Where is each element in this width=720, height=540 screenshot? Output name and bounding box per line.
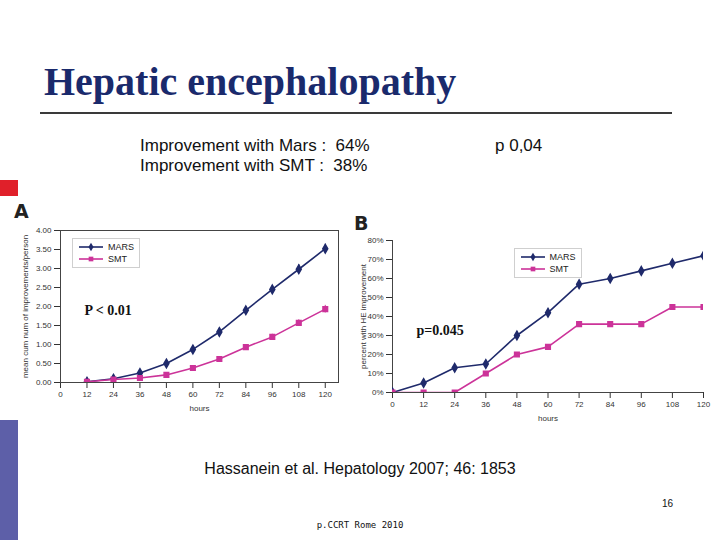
svg-text:48: 48 bbox=[162, 390, 171, 399]
html-text:SMT: SMT bbox=[549, 264, 569, 274]
svg-text:0.00: 0.00 bbox=[36, 378, 52, 387]
svg-text:120: 120 bbox=[319, 390, 333, 399]
svg-text:hours: hours bbox=[538, 414, 558, 423]
svg-text:12: 12 bbox=[83, 390, 92, 399]
svg-text:12: 12 bbox=[419, 400, 428, 409]
svg-text:10%: 10% bbox=[367, 369, 383, 378]
svg-text:60: 60 bbox=[544, 400, 553, 409]
svg-text:0%: 0% bbox=[372, 388, 384, 397]
html-text:Improvement with Mars : 64% Im: Improvement with Mars : 64% Improvement … bbox=[140, 136, 370, 175]
svg-text:2.50: 2.50 bbox=[36, 283, 52, 292]
svg-text:3.00: 3.00 bbox=[36, 264, 52, 273]
svg-text:3.50: 3.50 bbox=[36, 245, 52, 254]
svg-text:108: 108 bbox=[292, 390, 306, 399]
html-text:p 0,04: p 0,04 bbox=[495, 136, 543, 155]
html-text:SMT: SMT bbox=[108, 254, 127, 264]
svg-text:mean cum num of improvements/p: mean cum num of improvements/person bbox=[21, 235, 30, 378]
svg-text:80%: 80% bbox=[367, 236, 383, 245]
html-text:p.CCRT Rome 2010: p.CCRT Rome 2010 bbox=[316, 520, 404, 530]
svg-text:72: 72 bbox=[215, 390, 224, 399]
html-text:A: A bbox=[14, 200, 29, 222]
svg-text:96: 96 bbox=[268, 390, 277, 399]
svg-text:1.50: 1.50 bbox=[36, 321, 52, 330]
svg-text:30%: 30% bbox=[367, 331, 383, 340]
svg-text:48: 48 bbox=[512, 400, 521, 409]
svg-text:hours: hours bbox=[189, 404, 209, 413]
svg-text:0: 0 bbox=[390, 400, 395, 409]
svg-text:24: 24 bbox=[109, 390, 118, 399]
svg-text:60%: 60% bbox=[367, 274, 383, 283]
svg-text:percent with HE improvement: percent with HE improvement bbox=[359, 263, 368, 369]
html-text:MARS: MARS bbox=[108, 242, 134, 252]
svg-text:p=0.045: p=0.045 bbox=[417, 323, 464, 338]
svg-text:36: 36 bbox=[481, 400, 490, 409]
svg-text:96: 96 bbox=[637, 400, 646, 409]
svg-text:60: 60 bbox=[188, 390, 197, 399]
svg-text:36: 36 bbox=[135, 390, 144, 399]
svg-text:0: 0 bbox=[58, 390, 63, 399]
html-text:MARS: MARS bbox=[549, 252, 576, 262]
svg-text:40%: 40% bbox=[367, 312, 383, 321]
html-text:16: 16 bbox=[662, 498, 674, 509]
svg-text:108: 108 bbox=[666, 400, 680, 409]
html-text:Hepatic encephalopathy: Hepatic encephalopathy bbox=[44, 59, 457, 104]
svg-text:0.50: 0.50 bbox=[36, 359, 52, 368]
svg-text:24: 24 bbox=[450, 400, 459, 409]
svg-text:1.00: 1.00 bbox=[36, 340, 52, 349]
svg-text:50%: 50% bbox=[367, 293, 383, 302]
svg-text:2.00: 2.00 bbox=[36, 302, 52, 311]
svg-text:20%: 20% bbox=[367, 350, 383, 359]
svg-text:70%: 70% bbox=[367, 255, 383, 264]
svg-text:84: 84 bbox=[241, 390, 250, 399]
svg-text:84: 84 bbox=[606, 400, 615, 409]
html-text:B: B bbox=[354, 212, 369, 234]
svg-text:P < 0.01: P < 0.01 bbox=[85, 303, 132, 318]
svg-text:120: 120 bbox=[697, 400, 711, 409]
svg-text:4.00: 4.00 bbox=[36, 226, 52, 235]
svg-text:72: 72 bbox=[575, 400, 584, 409]
html-text:Hassanein et al. Hepatology 20: Hassanein et al. Hepatology 2007; 46: 18… bbox=[204, 460, 516, 477]
